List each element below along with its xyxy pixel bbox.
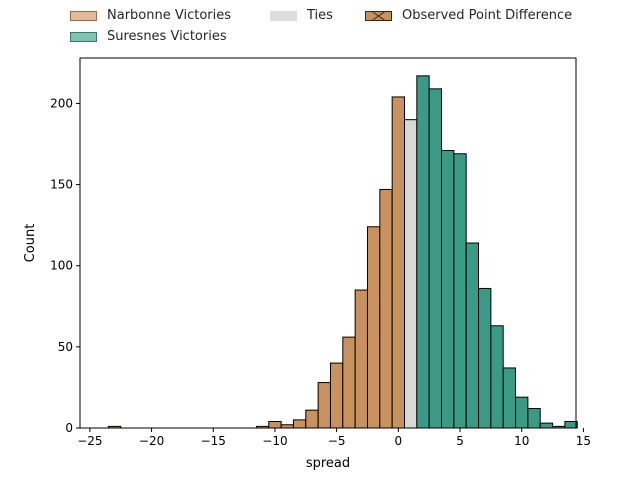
histogram-bar: [478, 287, 492, 429]
x-tick-label: −15: [201, 434, 226, 448]
histogram-bar: [502, 367, 517, 429]
legend-label-observed: Observed Point Difference: [402, 8, 573, 23]
histogram-bar: [564, 421, 578, 429]
legend-item-narbonne: Narbonne Victories: [70, 8, 231, 23]
x-tick-label: 10: [514, 434, 529, 448]
histogram-bar: [366, 226, 381, 429]
legend-label-ties: Ties: [307, 8, 333, 23]
x-tick-label: −20: [139, 434, 164, 448]
bars-group: [107, 75, 578, 429]
legend-label-narbonne: Narbonne Victories: [107, 8, 231, 23]
y-tick-label: 150: [50, 178, 73, 192]
histogram-bar: [527, 408, 541, 429]
legend-swatch-ties: [270, 10, 297, 21]
legend: Narbonne Victories Suresnes Victories Ti…: [70, 6, 630, 48]
x-tick-label: −25: [77, 434, 102, 448]
histogram-bar: [292, 419, 307, 429]
histogram-bar: [379, 188, 393, 429]
x-tick-label: −10: [262, 434, 287, 448]
histogram-bar: [416, 75, 430, 429]
legend-swatch-narbonne: [70, 10, 97, 21]
y-tick-label: 100: [50, 259, 73, 273]
legend-item-observed: Observed Point Difference: [365, 8, 572, 23]
histogram-bar: [428, 88, 443, 429]
y-tick-label: 50: [58, 340, 73, 354]
histogram-bar: [453, 153, 467, 429]
y-axis-label: Count: [23, 224, 38, 263]
x-axis-label: spread: [306, 456, 350, 471]
y-tick-label: 0: [65, 421, 73, 435]
x-tick-label: 5: [456, 434, 464, 448]
histogram-bar: [490, 325, 504, 429]
histogram-bar: [403, 119, 418, 429]
legend-item-suresnes: Suresnes Victories: [70, 29, 227, 44]
legend-swatch-observed: [365, 10, 392, 21]
histogram-bar: [441, 150, 455, 429]
legend-item-ties: Ties: [270, 8, 333, 23]
x-ticks: −25 −20 −15 −10 −5 0 5 10 15: [77, 428, 591, 448]
legend-label-suresnes: Suresnes Victories: [107, 29, 227, 44]
y-ticks: 0 50 100 150 200: [50, 96, 80, 435]
histogram-bar: [342, 336, 356, 429]
y-tick-label: 200: [50, 96, 73, 110]
x-tick-label: −5: [328, 434, 346, 448]
x-tick-label: 0: [395, 434, 403, 448]
axes-frame: [79, 57, 577, 429]
histogram-bar: [391, 96, 405, 429]
histogram-bar: [329, 362, 344, 429]
histogram-bar: [354, 289, 368, 429]
legend-swatch-suresnes: [70, 31, 97, 42]
histogram-bar: [268, 421, 282, 429]
histogram-bar: [465, 242, 480, 429]
histogram-bar: [317, 382, 331, 429]
x-tick-label: 15: [576, 434, 591, 448]
histogram-bar: [515, 396, 529, 429]
histogram-bar: [539, 422, 554, 429]
histogram-bar: [305, 409, 319, 429]
